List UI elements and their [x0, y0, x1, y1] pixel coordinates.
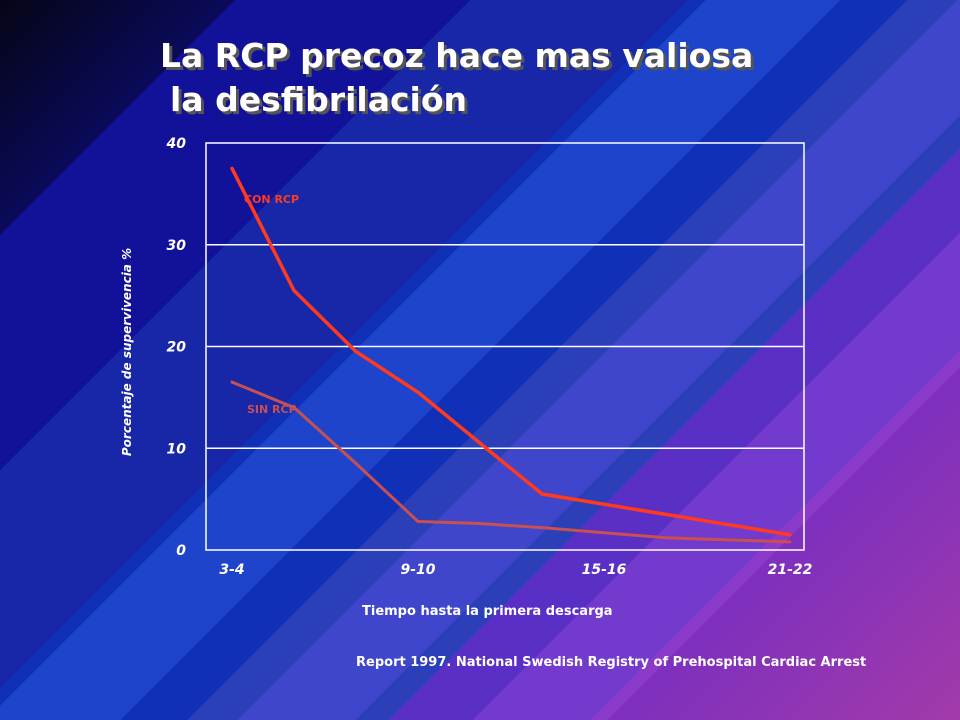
series-label-con-rcp: CON RCP	[244, 193, 299, 206]
x-tick-labels: 3-4 9-10 15-16 21-22	[219, 562, 812, 578]
y-tick-labels: 0 10 20 30 40	[166, 136, 187, 559]
y-axis-label: Porcentaje de supervivencia %	[120, 248, 134, 456]
series-line-con-rcp	[230, 166, 792, 537]
series-label-sin-rcp: SIN RCP	[247, 403, 297, 416]
y-tick-40: 40	[166, 136, 187, 152]
x-tick-21-22: 21-22	[768, 562, 813, 578]
slide-title: La RCP precoz hace mas valiosa la desfib…	[160, 34, 753, 122]
title-line-1: La RCP precoz hace mas valiosa	[160, 36, 754, 75]
x-axis-label: Tiempo hasta la primera descarga	[362, 604, 613, 619]
chart-grid	[205, 142, 805, 551]
x-tick-3-4: 3-4	[219, 562, 244, 578]
y-tick-20: 20	[167, 340, 187, 356]
x-tick-15-16: 15-16	[582, 562, 627, 578]
source-citation: Report 1997. National Swedish Registry o…	[356, 655, 867, 670]
series-line-sin-rcp	[230, 380, 792, 544]
series-labels: CON RCP SIN RCP	[244, 193, 299, 416]
y-tick-30: 30	[167, 238, 187, 254]
y-tick-10: 10	[167, 441, 187, 457]
title-line-2: la desfibrilación	[170, 80, 467, 119]
x-tick-9-10: 9-10	[400, 562, 435, 578]
y-tick-0: 0	[176, 543, 186, 559]
chart-series	[230, 166, 792, 544]
